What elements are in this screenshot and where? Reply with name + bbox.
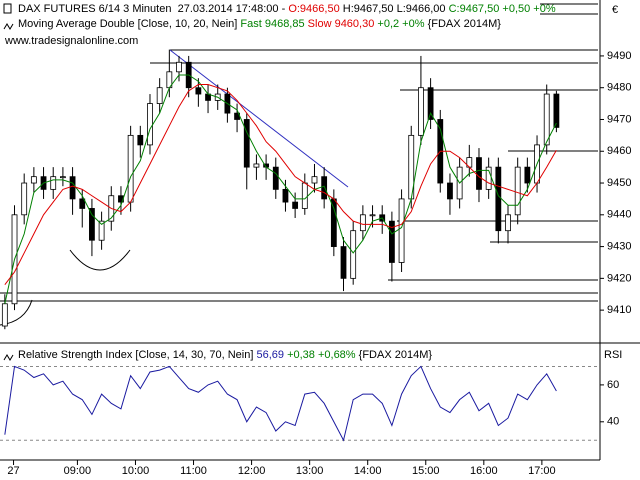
moving-average: [4, 74, 557, 304]
candle-body: [21, 182, 28, 216]
change-text: +0,50 +0%: [502, 3, 556, 15]
source: www.tradesignalonline.com: [5, 35, 139, 47]
candle-body: [340, 246, 347, 279]
candle-body: [369, 214, 376, 217]
candle-body: [79, 198, 86, 209]
y-tick-label: 9480: [607, 82, 631, 94]
candle-body: [127, 134, 134, 203]
x-tick-label: 15:00: [412, 465, 440, 477]
candle-body: [156, 87, 163, 104]
rsi-value: 56,69: [256, 349, 285, 361]
contract: {FDAX 2014M}: [358, 349, 433, 361]
candle-body: [359, 214, 366, 232]
contract: {FDAX 2014M}: [427, 18, 501, 30]
symbol: DAX FUTURES 6/14 3 Minuten: [18, 3, 172, 15]
slow-text: Slow 9460,30: [307, 18, 375, 30]
rsi-header: Relative Strength Index [Close, 14, 30, …: [18, 349, 432, 362]
candle-body: [350, 230, 357, 279]
low-text: L:9466,00: [396, 3, 446, 15]
separator: -: [281, 3, 286, 15]
candle-body: [321, 176, 328, 200]
candle-body: [311, 176, 318, 184]
x-tick-label: 27: [7, 465, 19, 477]
candle-body: [301, 182, 308, 209]
x-tick-label: 14:00: [354, 465, 382, 477]
candle-body: [495, 166, 502, 232]
icon: [3, 354, 14, 361]
candle-body: [418, 87, 424, 136]
x-tick-label: 17:00: [528, 465, 556, 477]
high-text: H:9467,50: [342, 3, 394, 15]
close-text: C:9467,50: [448, 3, 500, 15]
candle-body: [330, 198, 337, 247]
rsi-title: Relative Strength Index [Close, 14, 30, …: [18, 349, 254, 361]
candle-body: [253, 163, 260, 168]
icon: [3, 3, 12, 14]
candle-body: [514, 166, 521, 216]
y-tick-label: 9450: [607, 177, 631, 189]
x-tick-label: 13:00: [296, 465, 324, 477]
trend-line: [169, 49, 349, 188]
candle-body: [427, 87, 434, 120]
candle-body: [282, 188, 289, 203]
indicator-header: Moving Average Double [Close, 10, 20, Ne…: [18, 18, 501, 31]
candle-body: [292, 201, 299, 209]
x-tick-label: 09:00: [64, 465, 92, 477]
candle-body: [476, 157, 482, 190]
indicator-change: +0,2 +0%: [377, 18, 425, 30]
candle-body: [98, 220, 105, 241]
candle-body: [137, 134, 144, 146]
rsi-line: [4, 365, 557, 442]
rsi-change: +0,38 +0,68%: [287, 349, 356, 361]
x-tick-label: 11:00: [180, 465, 207, 477]
candle-body: [505, 214, 511, 232]
y-tick-label: 9470: [607, 113, 631, 125]
candle-body: [50, 176, 57, 190]
candle-body: [195, 87, 202, 95]
fast-text: Fast 9468,85: [240, 18, 305, 30]
candle-body: [69, 176, 76, 200]
timestamp: 27.03.2014 17:48:00: [177, 3, 279, 15]
y-tick-label: 9440: [607, 209, 631, 221]
candle-body: [1, 303, 8, 327]
candle-body: [30, 176, 37, 184]
y-tick-label: 9490: [607, 50, 631, 62]
candle-body: [524, 166, 531, 184]
candle-body: [176, 61, 182, 73]
indicator-title: Moving Average Double [Close, 10, 20, Ne…: [18, 18, 238, 30]
axis-label: RSI: [604, 349, 622, 361]
price-header: DAX FUTURES 6/14 3 Minuten 27.03.2014 17…: [18, 3, 556, 16]
candle-body: [59, 176, 66, 179]
currency-label: €: [612, 4, 618, 16]
candle-body: [543, 93, 550, 146]
open-text: O:9466,50: [288, 3, 340, 15]
y-tick-label: 9460: [607, 145, 631, 157]
x-tick-label: 12:00: [238, 465, 266, 477]
x-tick-label: 10:00: [122, 465, 150, 477]
y-tick-label: 9420: [607, 272, 631, 284]
y-tick-label: 40: [607, 416, 619, 428]
y-tick-label: 9410: [607, 304, 631, 316]
candle-body: [553, 93, 560, 128]
candle-body: [147, 103, 153, 146]
candle-body: [243, 119, 250, 168]
arc: [69, 249, 131, 271]
candle-body: [398, 198, 405, 263]
candle-body: [388, 220, 395, 263]
moving-average: [4, 84, 557, 286]
candle-body: [89, 208, 95, 241]
y-tick-label: 60: [607, 379, 619, 391]
y-tick-label: 9430: [607, 240, 631, 252]
icon: [3, 23, 14, 30]
annotations: [0, 3, 598, 326]
x-tick-label: 16:00: [470, 465, 498, 477]
candle-body: [272, 166, 279, 190]
candle-body: [447, 182, 453, 200]
